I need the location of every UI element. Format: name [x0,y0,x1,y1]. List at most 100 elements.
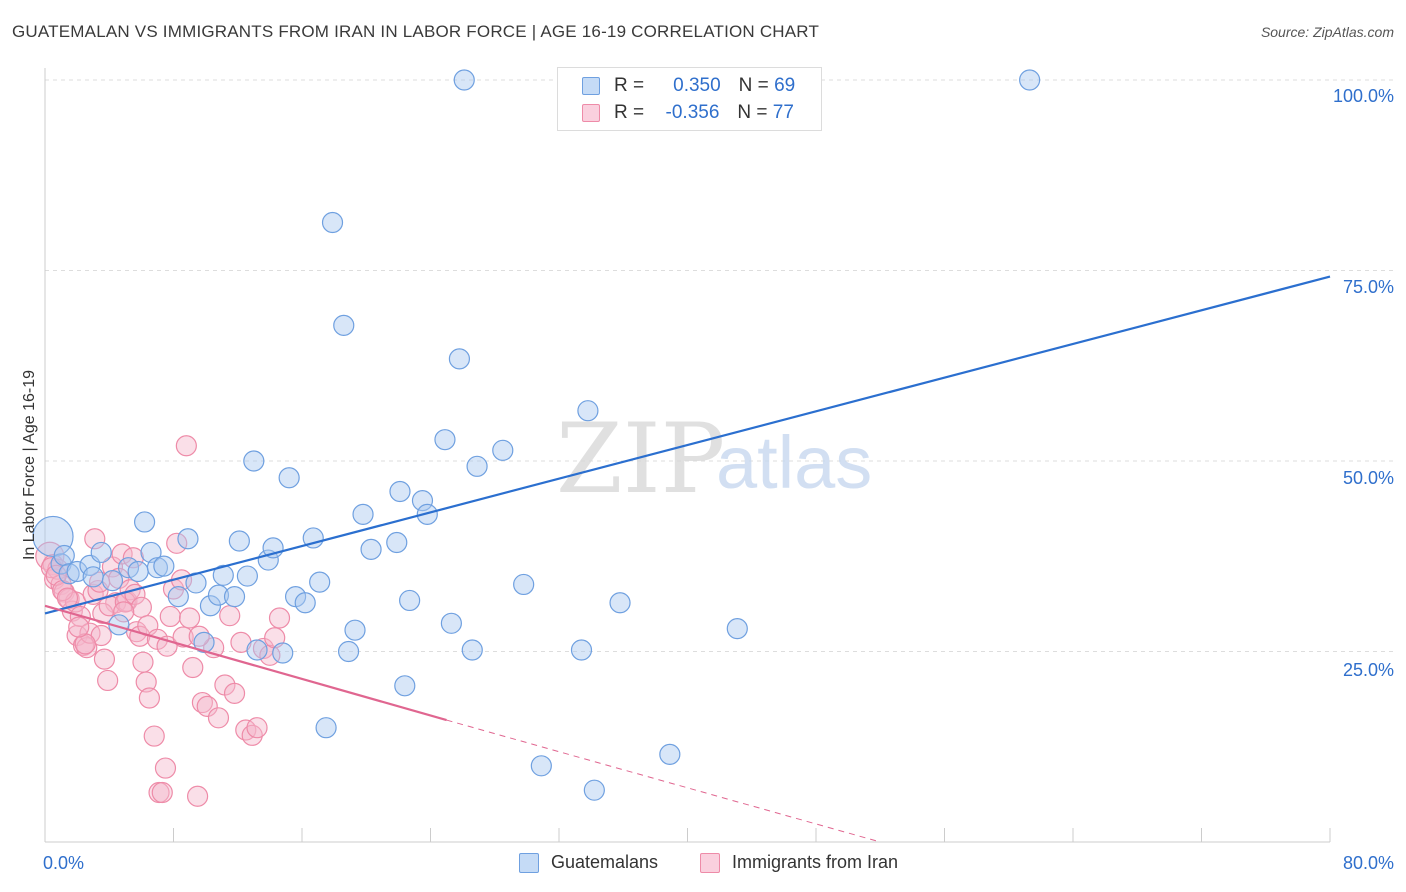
data-point [177,528,199,550]
data-point [68,616,90,638]
data-point [154,757,177,779]
data-point [135,671,157,693]
data-point [223,586,246,608]
trend-line [44,604,447,722]
series-iran [35,435,291,807]
data-point [58,563,80,585]
data-point [132,651,154,673]
data-point [111,543,133,565]
data-point [416,503,438,525]
legend-swatch-blue [519,852,539,873]
data-point [309,571,331,593]
data-point [84,528,106,550]
data-point [82,566,104,588]
data-point [448,348,471,370]
data-point [182,656,204,679]
data-point [321,211,344,234]
y-tick-label: 100.0% [1332,86,1394,106]
legend-n-label: N = [738,75,769,96]
data-point [199,595,222,617]
data-point [389,480,411,503]
data-point [394,675,416,697]
data-point [243,450,265,472]
data-point [337,640,360,663]
data-point [130,596,152,618]
data-point [93,648,116,670]
legend-n-label: N = [737,102,768,123]
data-point [113,601,135,623]
data-point [659,743,681,765]
x-max-label: 80.0% [1342,853,1394,873]
legend-r-label: R = [614,102,645,123]
data-point [228,530,250,552]
data-point [278,467,300,489]
watermark-atlas: atlas [716,421,872,504]
legend-r-value: -0.356 [665,102,720,123]
legend-swatch-pink [700,852,720,873]
legend-r-label: R = [614,75,645,96]
data-point [159,605,181,628]
series-guatemalans [32,69,1041,801]
legend-row-iran: R = -0.356 N = 77 [582,102,794,124]
data-point [302,527,324,549]
y-axis-label: In Labor Force | Age 16-19 [21,369,38,561]
data-point [127,560,149,583]
trend-line-extension [446,719,881,843]
data-point [577,400,599,422]
data-point [386,531,408,554]
data-point [178,607,201,629]
data-point [246,717,268,739]
legend-n-value: 77 [772,102,794,123]
series-legend: Guatemalans Immigrants from Iran [0,852,1406,876]
data-point [272,642,294,664]
legend-swatch-blue [582,77,600,95]
data-point [1019,69,1041,91]
data-point [333,314,355,336]
data-point [166,532,188,554]
legend-row-guatemalans: R = 0.350 N = 69 [582,75,795,97]
data-point [609,592,631,614]
data-point [344,619,366,641]
data-point [153,555,175,577]
legend-swatch-pink [582,104,600,122]
data-point [172,626,194,648]
data-point [399,589,421,612]
data-point [53,544,75,567]
data-point [246,639,268,661]
data-point [513,573,535,596]
trendlines [44,275,1331,843]
y-tick-label: 25.0% [1342,660,1394,680]
data-point [97,669,119,692]
trend-line [44,275,1331,615]
legend-n-value: 69 [774,75,796,96]
data-point [219,605,241,627]
data-point [122,547,144,569]
data-point [74,633,96,655]
data-point [32,515,74,558]
data-point [453,69,475,91]
data-point [315,717,337,739]
y-tick-label: 75.0% [1342,277,1394,297]
data-point [186,785,209,807]
data-point [175,435,197,457]
data-point [570,639,593,661]
watermark-zip: ZIP [556,403,725,515]
data-point [146,557,169,579]
data-point [583,779,605,801]
data-point [151,781,173,804]
data-point [360,538,382,560]
data-point [268,607,291,629]
data-point [143,725,165,747]
stats-legend: R = 0.350 N = 69 R = -0.356 N = 77 [557,67,822,131]
data-point [461,639,483,661]
data-point [167,586,189,608]
x-min-label: 0.0% [43,853,85,873]
chart-title: GUATEMALAN VS IMMIGRANTS FROM IRAN IN LA… [12,22,820,41]
data-point [530,755,552,777]
axes [44,68,1331,843]
data-point [138,687,161,709]
data-point [492,439,514,461]
data-point [434,429,456,451]
data-point [212,564,234,586]
data-point [90,541,112,564]
